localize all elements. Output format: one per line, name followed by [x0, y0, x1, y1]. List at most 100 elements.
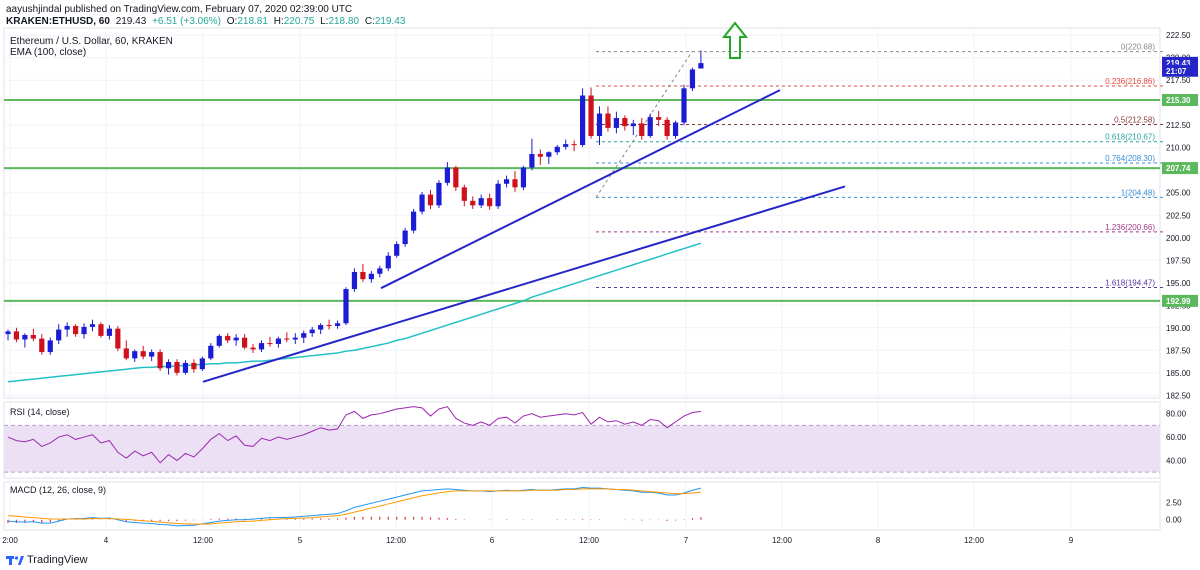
candle-body [571, 144, 577, 146]
candle-body [503, 179, 510, 184]
candle-body [656, 117, 662, 120]
candle-body [81, 326, 87, 335]
low-label: L: [320, 16, 329, 27]
last-price: 219.43 [115, 16, 147, 27]
time-tick-label: 12:00 [579, 536, 600, 545]
price-tick-label: 187.50 [1166, 346, 1191, 355]
candle-body [487, 198, 493, 207]
candle-body [596, 113, 603, 137]
candle-body [512, 179, 518, 188]
candle-body [411, 211, 417, 231]
candle-body [165, 361, 172, 369]
rsi-band [4, 425, 1160, 473]
candle-body [546, 152, 552, 157]
candle-body [106, 328, 112, 336]
ema-line [7, 242, 702, 383]
candle-body [495, 183, 501, 207]
trend-line-upper [380, 89, 781, 290]
price-badge-label: 219.43 [1166, 59, 1191, 68]
price-badge [1162, 294, 1198, 307]
price-tick-label: 200.00 [1166, 234, 1191, 243]
signal-line [7, 488, 701, 525]
tradingview-icon [6, 555, 24, 565]
candle-body [368, 273, 374, 280]
rsi-tick-label: 40.00 [1166, 456, 1187, 465]
candle-body [284, 338, 290, 340]
candle-body [360, 271, 366, 280]
candle-body [5, 331, 11, 335]
candle-body [149, 352, 155, 357]
fib-trend-line [595, 51, 693, 198]
publisher-line: aayushjindal published on TradingView.co… [6, 4, 353, 15]
candle-body [318, 325, 324, 330]
candle-body [605, 113, 611, 128]
candle-body [157, 352, 163, 369]
candle-body [22, 334, 28, 340]
candle-body [453, 167, 459, 188]
price-change: +6.51 (+3.06%) [152, 16, 221, 27]
candle-body [613, 118, 619, 128]
candle-body [258, 343, 265, 350]
candle-body [326, 325, 332, 327]
time-tick-label: 7 [684, 536, 689, 545]
candle-body [115, 328, 121, 349]
candle-body [301, 333, 307, 338]
candle-body [30, 334, 36, 339]
time-tick-label: 6 [490, 536, 495, 545]
price-tick-label: 205.00 [1166, 189, 1191, 198]
candle-body [698, 63, 704, 69]
price-badge [1162, 64, 1198, 77]
rsi-legend: RSI (14, close) [10, 407, 70, 417]
symbol-quote-line: KRAKEN:ETHUSD, 60 219.43 +6.51 (+3.06%) … [6, 16, 408, 27]
fib-level-label: 0.5(212.58) [1114, 116, 1155, 125]
candle-body [385, 255, 391, 269]
close-label: C: [364, 16, 375, 27]
time-tick-label: 8 [876, 536, 881, 545]
macd-legend: MACD (12, 26, close, 9) [10, 485, 107, 495]
tradingview-wordmark: TradingView [27, 554, 88, 566]
macd-tick-label: 0.00 [1166, 516, 1182, 525]
price-tick-label: 222.50 [1166, 31, 1191, 40]
rsi-tick-label: 60.00 [1166, 433, 1187, 442]
candle-body [250, 347, 256, 350]
open-label: O: [226, 16, 238, 27]
candle-body [563, 144, 569, 147]
time-tick-label: 4 [104, 536, 109, 545]
candle-body [529, 154, 535, 168]
candle-body [554, 146, 560, 153]
price-badge-label: 207.74 [1166, 164, 1191, 173]
candle-body [664, 119, 670, 137]
price-pane [3, 27, 1161, 399]
price-tick-label: 190.00 [1166, 324, 1191, 333]
fib-level-label: 1.236(200.66) [1105, 223, 1155, 232]
chart-title: Ethereum / U.S. Dollar, 60, KRAKEN [10, 36, 173, 47]
candle-body [647, 117, 653, 137]
price-tick-label: 202.50 [1166, 211, 1191, 220]
candle-body [681, 88, 687, 123]
symbol-name[interactable]: KRAKEN:ETHUSD, 60 [6, 16, 110, 27]
price-tick-label: 182.50 [1166, 391, 1191, 400]
macd-tick-label: 2.50 [1166, 499, 1182, 508]
candle-body [343, 289, 349, 324]
candle-body [275, 338, 281, 344]
candle-body [394, 244, 400, 256]
candle-body [208, 345, 214, 359]
candle-body [174, 361, 180, 373]
candle-body [98, 324, 104, 336]
price-tick-label: 195.00 [1166, 279, 1191, 288]
price-tick-label: 212.50 [1166, 121, 1191, 130]
rsi-tick-label: 80.00 [1166, 410, 1187, 419]
tradingview-logo[interactable]: TradingView [6, 554, 88, 566]
fib-level-label: 0(220.68) [1121, 43, 1156, 52]
price-badge-label: 21:07 [1166, 67, 1187, 76]
high-value: 220.75 [283, 16, 315, 27]
price-tick-label: 210.00 [1166, 144, 1191, 153]
candle-body [478, 198, 484, 206]
candle-body [242, 337, 248, 348]
candle-body [64, 325, 70, 330]
candle-body [427, 194, 434, 206]
candle-body [182, 362, 189, 373]
time-tick-label: 12:00 [193, 536, 214, 545]
